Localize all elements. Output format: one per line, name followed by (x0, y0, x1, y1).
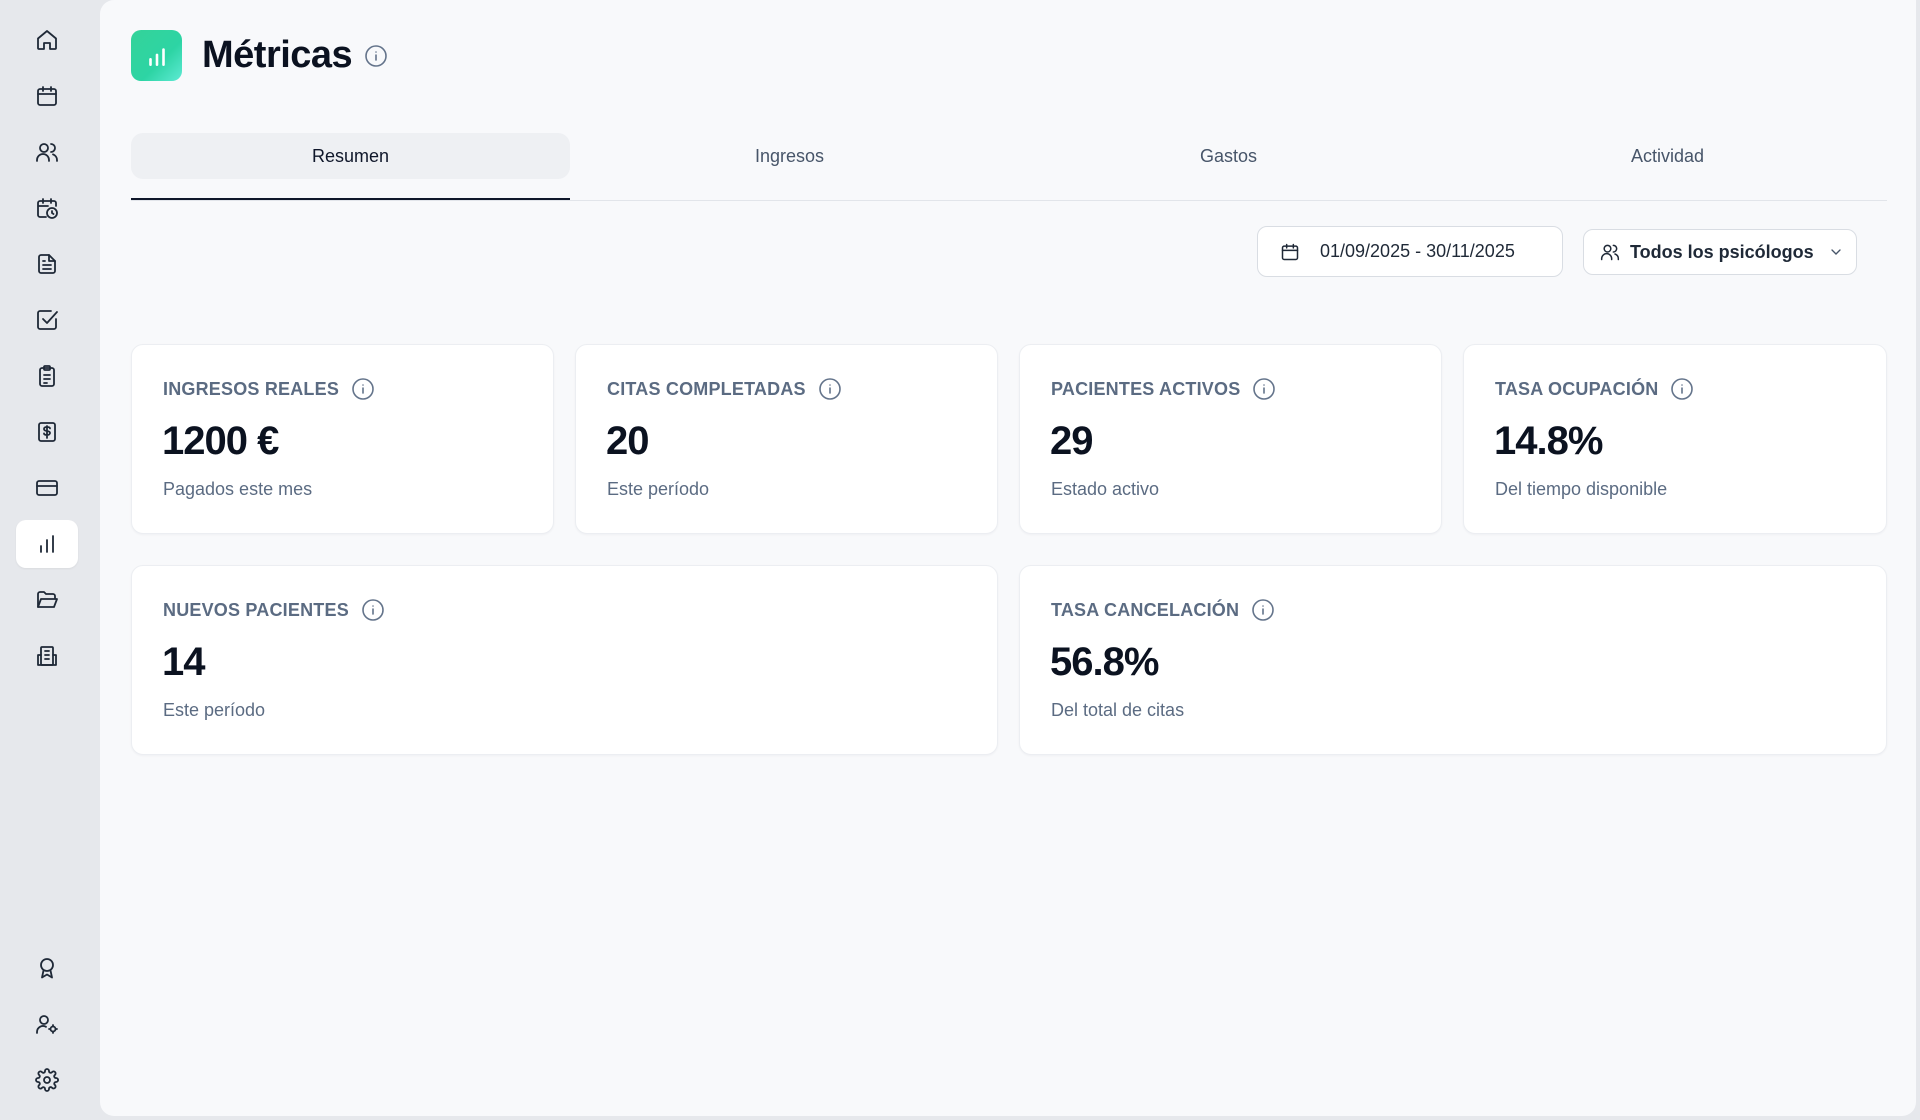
sidebar-item-payments[interactable] (16, 464, 78, 512)
tab-bar: Resumen Ingresos Gastos Actividad (131, 133, 1887, 201)
metric-card-header: NUEVOS PACIENTES (163, 598, 385, 622)
metric-card-header: TASA CANCELACIÓN (1051, 598, 1275, 622)
home-icon (37, 30, 57, 50)
metric-value: 14 (162, 640, 205, 684)
sidebar-item-awards[interactable] (16, 944, 78, 992)
sidebar-item-documents[interactable] (16, 240, 78, 288)
clipboard-icon (39, 365, 55, 387)
psychologist-select-value: Todos los psicólogos (1630, 241, 1814, 262)
user-cog-icon (36, 1015, 58, 1034)
metric-label: PACIENTES ACTIVOS (1051, 378, 1241, 399)
metric-subtitle: Este período (163, 700, 266, 720)
bar-chart-icon (40, 535, 54, 553)
metric-label: TASA OCUPACIÓN (1495, 378, 1659, 399)
date-range-value: 01/09/2025 - 30/11/2025 (1320, 241, 1515, 261)
metric-card-header: PACIENTES ACTIVOS (1051, 377, 1276, 401)
metrics-logo (131, 30, 182, 81)
metric-label: CITAS COMPLETADAS (607, 378, 806, 399)
page-header: Métricas (131, 30, 388, 81)
main-panel: Métricas Resumen Ingresos Gastos Activid… (100, 0, 1916, 1116)
info-icon[interactable] (818, 377, 842, 401)
psychologist-select[interactable]: Todos los psicólogos (1583, 229, 1857, 275)
calendar-icon (37, 86, 57, 106)
checkbox-icon (37, 310, 58, 330)
metric-label: TASA CANCELACIÓN (1051, 599, 1240, 620)
metric-card-tasa-cancelacion: TASA CANCELACIÓN 56.8% Del total de cita… (1019, 565, 1887, 755)
metric-subtitle: Estado activo (1051, 479, 1160, 499)
settings-icon (35, 1068, 59, 1092)
award-icon (40, 958, 54, 979)
metric-subtitle: Del tiempo disponible (1495, 479, 1668, 499)
info-icon[interactable] (1252, 377, 1276, 401)
calendar-clock-icon (37, 198, 58, 219)
chevron-down-icon (1831, 249, 1841, 255)
metric-card-header: TASA OCUPACIÓN (1495, 377, 1694, 401)
metric-value: 56.8% (1050, 640, 1159, 684)
info-icon[interactable] (351, 377, 375, 401)
sidebar-item-schedule[interactable] (16, 184, 78, 232)
sidebar-item-tasks[interactable] (16, 296, 78, 344)
info-icon[interactable] (361, 598, 385, 622)
metric-card-citas-completadas: CITAS COMPLETADAS 20 Este período (575, 344, 998, 534)
metric-label: NUEVOS PACIENTES (163, 599, 349, 620)
metric-card-tasa-ocupacion: TASA OCUPACIÓN 14.8% Del tiempo disponib… (1463, 344, 1887, 534)
page-title: Métricas (202, 34, 353, 76)
sidebar-item-home[interactable] (16, 16, 78, 64)
metric-label: INGRESOS REALES (163, 378, 340, 399)
bar-chart-icon (148, 47, 165, 66)
metric-card-nuevos-pacientes: NUEVOS PACIENTES 14 Este período (131, 565, 998, 755)
building-icon (37, 646, 57, 666)
metric-card-header: INGRESOS REALES (163, 377, 375, 401)
sidebar-item-clipboard[interactable] (16, 352, 78, 400)
metric-value: 14.8% (1494, 419, 1603, 463)
metric-card-header: CITAS COMPLETADAS (607, 377, 842, 401)
sidebar-item-center[interactable] (16, 632, 78, 680)
document-icon (38, 254, 56, 274)
sidebar-item-account[interactable] (16, 1000, 78, 1048)
tab-actividad[interactable]: Actividad (1630, 145, 1705, 166)
metric-subtitle: Del total de citas (1051, 700, 1185, 720)
sidebar-item-patients[interactable] (16, 128, 78, 176)
info-icon[interactable] (364, 44, 388, 68)
metric-subtitle: Pagados este mes (163, 479, 313, 499)
sidebar-item-metrics[interactable] (16, 520, 78, 568)
sidebar-item-calendar[interactable] (16, 72, 78, 120)
metric-value: 29 (1050, 419, 1093, 463)
tab-resumen[interactable]: Resumen (131, 133, 570, 179)
users-icon (36, 143, 58, 162)
sidebar-item-billing[interactable] (16, 408, 78, 456)
dollar-receipt-icon (38, 422, 56, 442)
metric-card-ingresos-reales: INGRESOS REALES 1200 € Pagados este mes (131, 344, 554, 534)
tab-ingresos[interactable]: Ingresos (754, 145, 825, 166)
date-range-picker[interactable]: 01/09/2025 - 30/11/2025 (1257, 226, 1563, 277)
active-tab-indicator (131, 198, 570, 200)
metric-value: 1200 € (162, 419, 279, 463)
sidebar-item-files[interactable] (16, 576, 78, 624)
sidebar (0, 0, 99, 1120)
metric-subtitle: Este período (607, 479, 710, 499)
credit-card-icon (36, 480, 58, 496)
tab-gastos[interactable]: Gastos (1199, 145, 1258, 166)
sidebar-item-settings[interactable] (16, 1056, 78, 1104)
metric-value: 20 (606, 419, 649, 463)
users-icon (1600, 244, 1620, 261)
calendar-icon (1281, 243, 1299, 260)
folder-open-icon (37, 591, 58, 608)
metric-card-pacientes-activos: PACIENTES ACTIVOS 29 Estado activo (1019, 344, 1442, 534)
info-icon[interactable] (1670, 377, 1694, 401)
info-icon[interactable] (1251, 598, 1275, 622)
